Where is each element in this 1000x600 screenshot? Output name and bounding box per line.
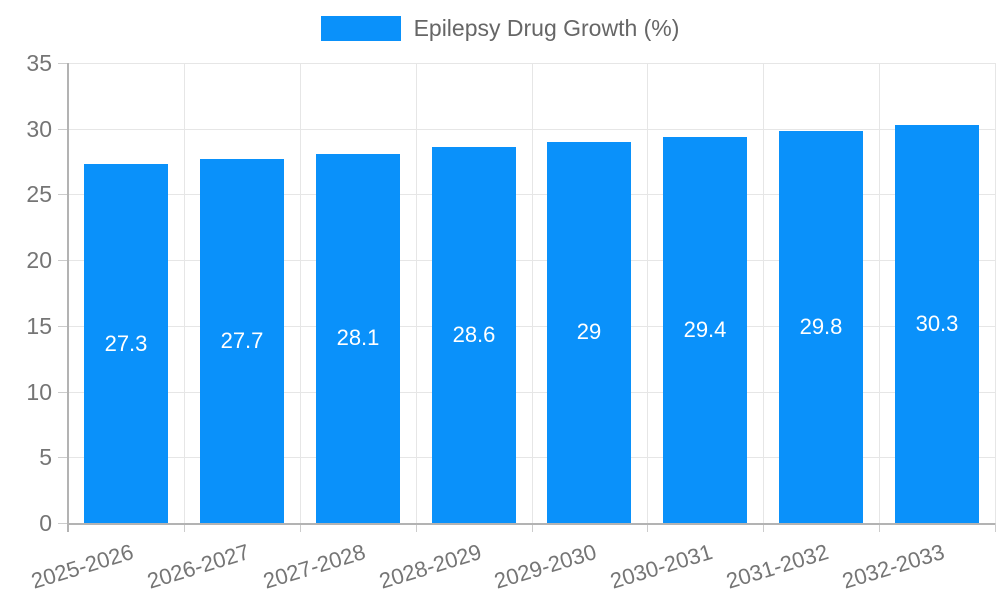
y-tick-mark [58, 194, 68, 195]
x-tick-mark [647, 523, 648, 532]
x-gridline [300, 63, 301, 523]
x-tick-label: 2029-2030 [491, 539, 600, 594]
y-gridline [68, 129, 995, 130]
bar-value-label: 28.1 [336, 325, 380, 350]
bar-value-label: 30.3 [915, 311, 959, 336]
y-tick-label: 30 [26, 116, 52, 142]
bar-value-label: 29 [576, 319, 602, 344]
legend-swatch [320, 16, 401, 41]
legend-label: Epilepsy Drug Growth (%) [413, 15, 680, 41]
y-tick-label: 10 [26, 379, 52, 405]
y-tick-label: 0 [39, 510, 52, 536]
x-tick-mark [879, 523, 880, 532]
x-tick-label: 2027-2028 [260, 539, 369, 594]
x-tick-label: 2026-2027 [144, 539, 253, 594]
y-gridline [68, 260, 995, 261]
bar [779, 131, 863, 523]
y-gridline [68, 392, 995, 393]
x-gridline [647, 63, 648, 523]
x-tick-mark [184, 523, 185, 532]
x-tick-label: 2030-2031 [607, 539, 716, 594]
x-tick-label: 2025-2026 [28, 539, 137, 594]
y-gridline [68, 326, 995, 327]
y-tick-mark [58, 63, 68, 64]
x-tick-label: 2032-2033 [839, 539, 948, 594]
y-gridline [68, 194, 995, 195]
bar [432, 147, 516, 523]
y-tick-mark [58, 457, 68, 458]
y-tick-label: 25 [26, 181, 52, 207]
y-gridline [68, 457, 995, 458]
x-tick-label: 2031-2032 [723, 539, 832, 594]
x-gridline [184, 63, 185, 523]
x-gridline [416, 63, 417, 523]
y-tick-label: 35 [26, 50, 52, 76]
x-tick-mark [300, 523, 301, 532]
y-tick-mark [58, 260, 68, 261]
x-gridline [995, 63, 996, 523]
bar [547, 142, 631, 523]
x-tick-mark [532, 523, 533, 532]
bar-value-label: 27.7 [220, 328, 264, 353]
x-tick-mark [995, 523, 996, 532]
x-gridline [763, 63, 764, 523]
y-axis-line [67, 63, 69, 532]
y-tick-mark [58, 129, 68, 130]
y-tick-label: 15 [26, 313, 52, 339]
bar [895, 125, 979, 523]
x-axis-line [68, 523, 995, 525]
bar-value-label: 27.3 [104, 331, 148, 356]
x-tick-mark [416, 523, 417, 532]
bar-value-label: 29.4 [683, 317, 727, 342]
bar [316, 154, 400, 523]
bar [663, 137, 747, 523]
x-gridline [879, 63, 880, 523]
legend-item[interactable]: Epilepsy Drug Growth (%) [0, 15, 1000, 42]
x-tick-mark [763, 523, 764, 532]
bar-value-label: 29.8 [799, 314, 843, 339]
bar-value-label: 28.6 [452, 322, 496, 347]
y-tick-mark [58, 392, 68, 393]
y-tick-label: 20 [26, 247, 52, 273]
y-tick-label: 5 [39, 444, 52, 470]
y-tick-mark [58, 326, 68, 327]
bar [84, 164, 168, 523]
x-tick-label: 2028-2029 [376, 539, 485, 594]
y-gridline [68, 63, 995, 64]
bar [200, 159, 284, 523]
x-gridline [532, 63, 533, 523]
y-tick-mark [58, 523, 68, 524]
